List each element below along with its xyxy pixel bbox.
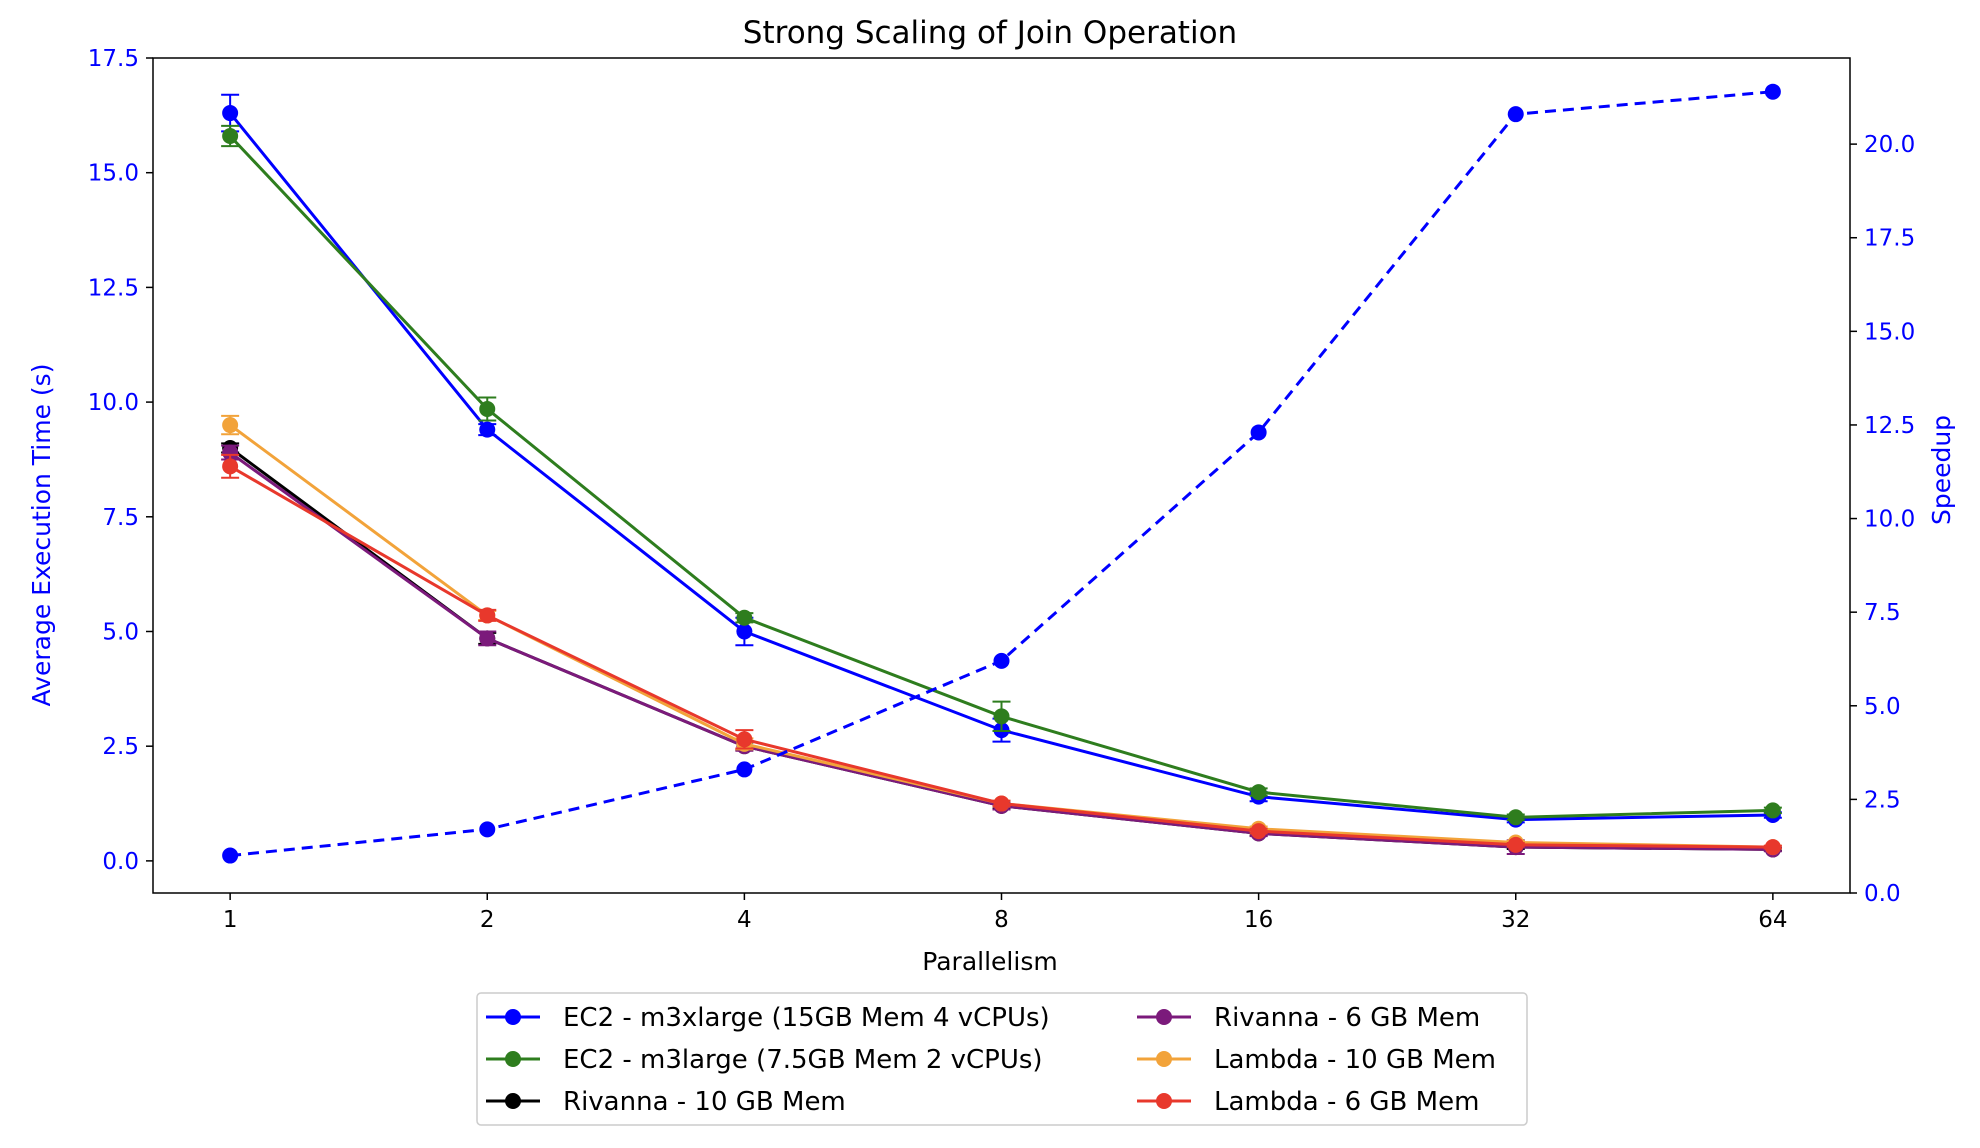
data-point bbox=[736, 761, 753, 778]
series-2 bbox=[221, 439, 1782, 858]
y-tick-label: 7.5 bbox=[102, 505, 139, 531]
data-point bbox=[1250, 784, 1267, 801]
data-point bbox=[222, 444, 239, 461]
legend-item-1: EC2 - m3large (7.5GB Mem 2 vCPUs) bbox=[486, 1045, 1043, 1075]
x-tick-label: 64 bbox=[1758, 907, 1787, 933]
data-point bbox=[479, 821, 496, 838]
data-point bbox=[222, 127, 239, 144]
data-point bbox=[479, 630, 496, 647]
legend-item-4: Lambda - 10 GB Mem bbox=[1137, 1045, 1496, 1075]
y2-tick-label: 7.5 bbox=[1864, 600, 1901, 626]
y-tick-label: 17.5 bbox=[88, 46, 139, 72]
y-tick-label: 2.5 bbox=[102, 734, 139, 760]
y-tick-label: 15.0 bbox=[88, 161, 139, 187]
data-point bbox=[1250, 424, 1267, 441]
data-point bbox=[736, 609, 753, 626]
x-tick-label: 1 bbox=[223, 907, 238, 933]
y2-tick-label: 17.5 bbox=[1864, 226, 1915, 252]
legend-label: EC2 - m3xlarge (15GB Mem 4 vCPUs) bbox=[563, 1003, 1050, 1033]
legend-marker bbox=[1156, 1093, 1172, 1109]
data-point bbox=[1764, 839, 1781, 856]
data-point bbox=[993, 795, 1010, 812]
data-point bbox=[1250, 823, 1267, 840]
plot-marks bbox=[221, 83, 1782, 864]
x-tick-label: 16 bbox=[1244, 907, 1273, 933]
data-point bbox=[1507, 106, 1524, 123]
data-point bbox=[1764, 83, 1781, 100]
y2-tick-label: 12.5 bbox=[1864, 413, 1915, 439]
data-point bbox=[222, 458, 239, 475]
data-point bbox=[222, 105, 239, 122]
legend-box bbox=[476, 992, 1528, 1126]
legend-marker bbox=[505, 1009, 521, 1025]
data-point bbox=[1507, 809, 1524, 826]
legend-label: Lambda - 10 GB Mem bbox=[1214, 1045, 1496, 1075]
series-5 bbox=[221, 453, 1782, 856]
y-tick-label: 5.0 bbox=[102, 619, 139, 645]
legend-marker bbox=[1156, 1051, 1172, 1067]
legend: EC2 - m3xlarge (15GB Mem 4 vCPUs) EC2 - m… bbox=[476, 992, 1528, 1126]
y2-tick-label: 0.0 bbox=[1864, 881, 1901, 907]
legend-item-3: Rivanna - 6 GB Mem bbox=[1137, 1003, 1480, 1033]
legend-marker bbox=[505, 1051, 521, 1067]
legend-item-2: Rivanna - 10 GB Mem bbox=[486, 1087, 846, 1117]
legend-marker bbox=[1156, 1009, 1172, 1025]
data-point bbox=[736, 731, 753, 748]
y-tick-label: 10.0 bbox=[88, 390, 139, 416]
x-tick-label: 32 bbox=[1501, 907, 1530, 933]
x-tick-label: 2 bbox=[480, 907, 495, 933]
data-point bbox=[222, 417, 239, 434]
y-axis-label: Average Execution Time (s) bbox=[27, 364, 56, 707]
data-point bbox=[479, 400, 496, 417]
y2-tick-label: 5.0 bbox=[1864, 694, 1901, 720]
data-point bbox=[222, 847, 239, 864]
y-tick-label: 0.0 bbox=[102, 849, 139, 875]
data-point bbox=[993, 652, 1010, 669]
y2-tick-label: 15.0 bbox=[1864, 319, 1915, 345]
chart-title: Strong Scaling of Join Operation bbox=[743, 15, 1237, 51]
series-line-4 bbox=[229, 423, 1773, 849]
data-point bbox=[1507, 836, 1524, 853]
series-1 bbox=[221, 124, 1782, 826]
legend-label: Lambda - 6 GB Mem bbox=[1214, 1087, 1479, 1117]
series-line-2 bbox=[229, 446, 1773, 851]
y2-tick-label: 10.0 bbox=[1864, 507, 1915, 533]
series-4 bbox=[221, 414, 1782, 856]
data-point bbox=[479, 607, 496, 624]
y2-tick-label: 2.5 bbox=[1864, 787, 1901, 813]
legend-marker bbox=[505, 1093, 521, 1109]
y-tick-label: 12.5 bbox=[88, 275, 139, 301]
data-point bbox=[736, 623, 753, 640]
legend-item-0: EC2 - m3xlarge (15GB Mem 4 vCPUs) bbox=[486, 1003, 1050, 1033]
legend-item-5: Lambda - 6 GB Mem bbox=[1137, 1087, 1479, 1117]
series-6 bbox=[222, 83, 1781, 864]
y2-tick-label: 20.0 bbox=[1864, 132, 1915, 158]
axes: 1 2 4 8 16 32 64 0.0 2.5 5.0 7.5 10.0 12.5 15.0 17.5 0.… bbox=[88, 46, 1915, 933]
data-point bbox=[479, 421, 496, 438]
data-point bbox=[1764, 802, 1781, 819]
x-tick-label: 4 bbox=[737, 907, 752, 933]
legend-label: Rivanna - 6 GB Mem bbox=[1214, 1003, 1480, 1033]
series-3 bbox=[221, 444, 1782, 858]
series-line-3 bbox=[229, 451, 1773, 851]
legend-label: Rivanna - 10 GB Mem bbox=[563, 1087, 846, 1117]
x-axis-label: Parallelism bbox=[922, 947, 1057, 976]
plot-frame bbox=[152, 57, 1851, 894]
y2-axis-label: Speedup bbox=[1927, 415, 1956, 525]
x-tick-label: 8 bbox=[994, 907, 1009, 933]
legend-label: EC2 - m3large (7.5GB Mem 2 vCPUs) bbox=[563, 1045, 1043, 1075]
data-point bbox=[993, 708, 1010, 725]
